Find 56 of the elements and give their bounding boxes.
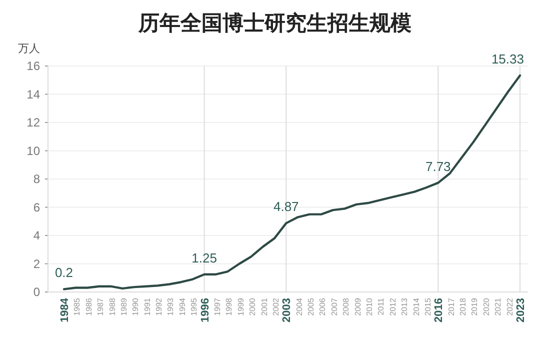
x-tick-label: 2013 xyxy=(400,297,410,316)
x-tick-label: 2011 xyxy=(376,297,386,316)
x-tick-label: 1993 xyxy=(166,297,176,316)
x-tick-label: 2015 xyxy=(423,297,432,316)
y-tick-label: 10 xyxy=(26,144,40,158)
y-tick-label: 4 xyxy=(33,228,40,242)
x-tick-label: 1991 xyxy=(142,297,152,316)
x-tick-label: 1994 xyxy=(178,297,187,316)
x-tick-label: 2002 xyxy=(271,297,280,316)
annotation: 7.73 xyxy=(426,158,451,174)
x-tick-label: 2018 xyxy=(458,297,468,316)
x-tick-label: 2008 xyxy=(342,297,351,316)
x-tick-label: 1986 xyxy=(84,297,94,316)
x-tick-label: 1984 xyxy=(59,297,71,322)
x-tick-label: 1987 xyxy=(96,297,106,316)
x-tick-label: 2006 xyxy=(318,297,328,316)
x-tick-label: 2004 xyxy=(294,297,304,316)
x-tick-label: 2001 xyxy=(260,297,269,316)
x-tick-label: 1989 xyxy=(119,297,128,316)
x-tick-label: 2021 xyxy=(494,297,503,316)
annotation: 4.87 xyxy=(274,199,299,214)
x-tick-label: 2000 xyxy=(248,297,258,316)
x-tick-label: 2012 xyxy=(388,297,398,316)
y-tick-label: 14 xyxy=(26,87,40,102)
y-tick-label: 16 xyxy=(26,59,40,73)
x-tick-label: 1990 xyxy=(131,297,140,316)
x-tick-label: 1998 xyxy=(224,297,234,316)
x-tick-label: 2003 xyxy=(281,298,294,322)
annotation: 1.25 xyxy=(192,250,217,266)
y-tick-label: 8 xyxy=(33,172,40,186)
y-tick-label: 2 xyxy=(33,256,40,271)
y-tick-label: 12 xyxy=(26,116,40,130)
x-tick-label: 1985 xyxy=(72,297,82,316)
x-tick-label: 2023 xyxy=(515,298,527,322)
x-tick-label: 1999 xyxy=(236,297,246,316)
y-tick-label: 0 xyxy=(33,285,40,299)
y-axis-title: 万人 xyxy=(18,43,40,55)
x-tick-label: 2007 xyxy=(330,297,339,316)
x-tick-label: 1995 xyxy=(190,297,199,316)
annotation: 15.33 xyxy=(491,51,524,66)
y-tick-label: 6 xyxy=(33,200,40,214)
x-tick-label: 1997 xyxy=(213,297,222,316)
x-tick-label: 2019 xyxy=(470,297,480,316)
x-tick-label: 1992 xyxy=(154,297,164,316)
x-tick-label: 2010 xyxy=(365,297,374,316)
x-tick-label: 2022 xyxy=(505,297,514,316)
x-tick-label: 1996 xyxy=(199,298,212,322)
x-tick-label: 2005 xyxy=(306,297,316,316)
annotation: 0.2 xyxy=(54,265,74,280)
x-tick-label: 2009 xyxy=(353,297,362,316)
x-tick-label: 2017 xyxy=(446,297,456,316)
x-tick-label: 2020 xyxy=(482,297,491,316)
x-tick-label: 2016 xyxy=(433,298,446,322)
x-tick-label: 2014 xyxy=(412,297,421,316)
chart-title: 历年全国博士研究生招生规模 xyxy=(138,11,412,35)
x-tick-label: 1988 xyxy=(108,297,117,316)
